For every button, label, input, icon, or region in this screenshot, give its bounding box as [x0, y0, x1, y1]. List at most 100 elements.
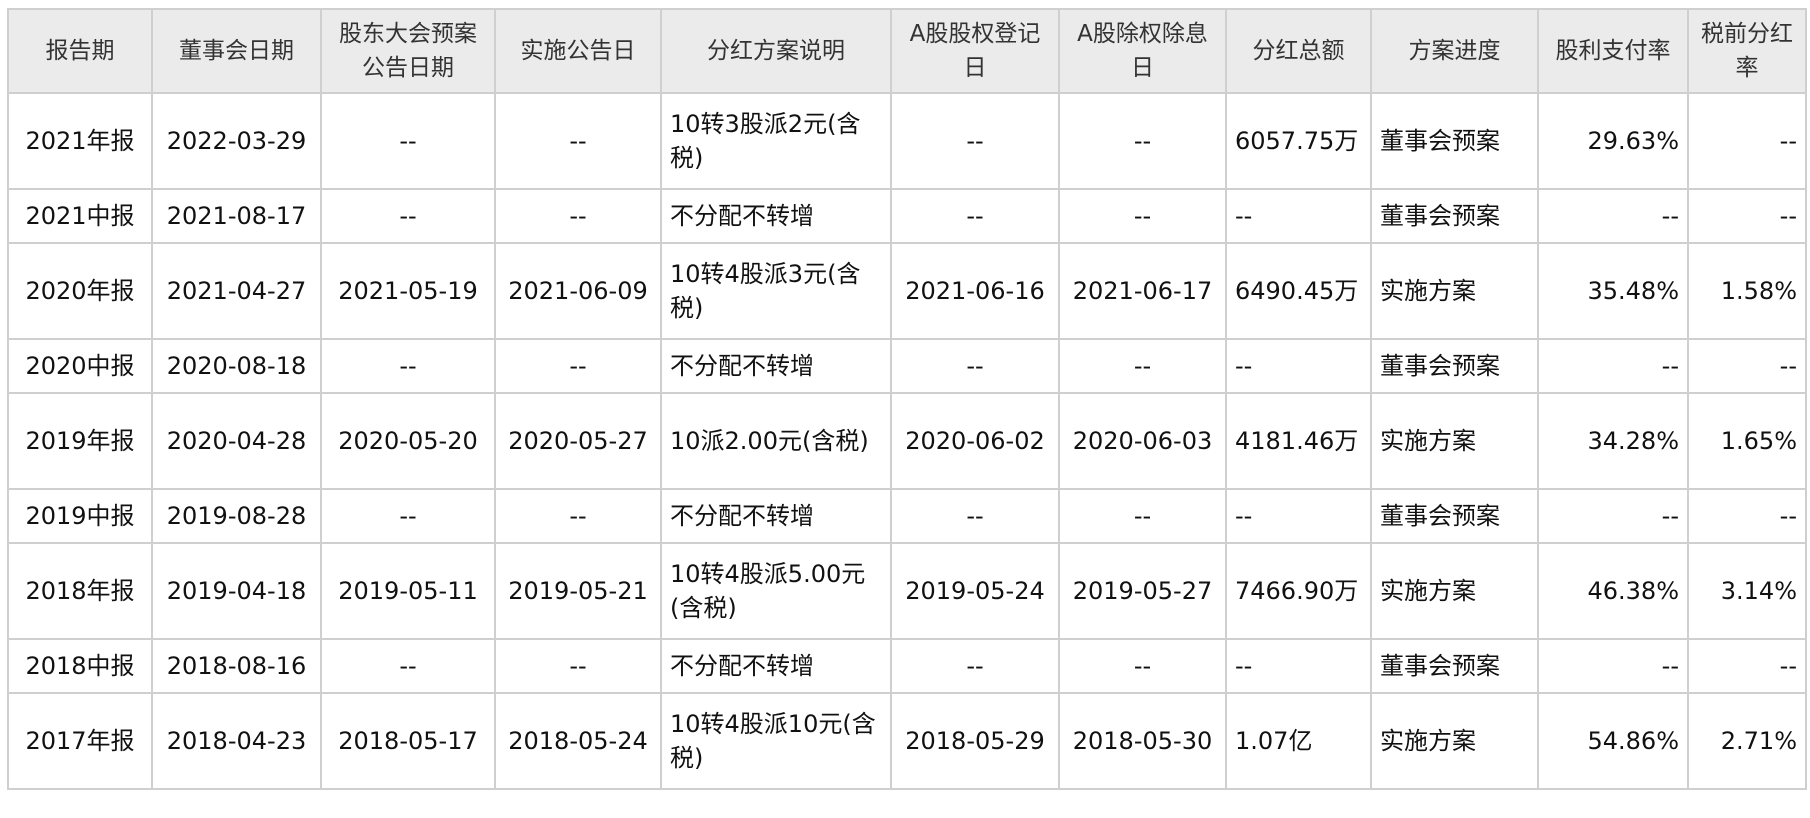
- table-row: 2020年报 2021-04-27 2021-05-19 2021-06-09 10转4…: [7, 242, 1807, 340]
- cell-total-dividend: 6057.75万: [1225, 92, 1372, 190]
- cell-pretax-yield: --: [1687, 188, 1807, 244]
- table-row: 2019中报 2019-08-28 -- -- 不分配不转增 -- -- -- 董事会预案 -- -…: [7, 488, 1807, 544]
- cell-plan-progress: 实施方案: [1370, 242, 1539, 340]
- cell-payout-ratio: 54.86%: [1537, 692, 1689, 790]
- cell-total-dividend: --: [1225, 638, 1372, 694]
- cell-shareholder-meeting-date: 2020-05-20: [320, 392, 496, 490]
- cell-implementation-date: --: [494, 92, 662, 190]
- cell-board-date: 2020-04-28: [151, 392, 322, 490]
- header-report-period: 报告期: [7, 8, 153, 94]
- cell-plan-progress: 董事会预案: [1370, 338, 1539, 394]
- header-shareholder-meeting-date: 股东大会预案公告日期: [320, 8, 496, 94]
- cell-total-dividend: 7466.90万: [1225, 542, 1372, 640]
- cell-implementation-date: --: [494, 188, 662, 244]
- cell-ex-dividend-date: --: [1058, 638, 1227, 694]
- cell-implementation-date: 2021-06-09: [494, 242, 662, 340]
- table-row: 2019年报 2020-04-28 2020-05-20 2020-05-27 10派2…: [7, 392, 1807, 490]
- cell-dividend-plan: 不分配不转增: [660, 638, 892, 694]
- cell-total-dividend: 4181.46万: [1225, 392, 1372, 490]
- cell-implementation-date: 2020-05-27: [494, 392, 662, 490]
- cell-board-date: 2018-04-23: [151, 692, 322, 790]
- cell-record-date: --: [890, 92, 1060, 190]
- cell-board-date: 2018-08-16: [151, 638, 322, 694]
- header-board-date: 董事会日期: [151, 8, 322, 94]
- cell-board-date: 2021-04-27: [151, 242, 322, 340]
- header-pretax-yield: 税前分红率: [1687, 8, 1807, 94]
- cell-shareholder-meeting-date: --: [320, 188, 496, 244]
- cell-implementation-date: --: [494, 488, 662, 544]
- cell-record-date: --: [890, 638, 1060, 694]
- cell-record-date: --: [890, 488, 1060, 544]
- cell-total-dividend: --: [1225, 488, 1372, 544]
- table-row: 2018中报 2018-08-16 -- -- 不分配不转增 -- -- -- 董事会预案 -- -…: [7, 638, 1807, 694]
- cell-pretax-yield: --: [1687, 488, 1807, 544]
- header-dividend-plan: 分红方案说明: [660, 8, 892, 94]
- header-ex-dividend-date: A股除权除息日: [1058, 8, 1227, 94]
- cell-report-period: 2020年报: [7, 242, 153, 340]
- cell-pretax-yield: --: [1687, 638, 1807, 694]
- cell-dividend-plan: 10转4股派10元(含税): [660, 692, 892, 790]
- cell-shareholder-meeting-date: --: [320, 638, 496, 694]
- cell-payout-ratio: --: [1537, 338, 1689, 394]
- cell-report-period: 2021年报: [7, 92, 153, 190]
- cell-report-period: 2019中报: [7, 488, 153, 544]
- cell-record-date: --: [890, 188, 1060, 244]
- cell-record-date: 2020-06-02: [890, 392, 1060, 490]
- cell-payout-ratio: 46.38%: [1537, 542, 1689, 640]
- cell-plan-progress: 实施方案: [1370, 392, 1539, 490]
- table-row: 2021中报 2021-08-17 -- -- 不分配不转增 -- -- -- 董事会预案 -- -…: [7, 188, 1807, 244]
- cell-shareholder-meeting-date: --: [320, 92, 496, 190]
- cell-total-dividend: 1.07亿: [1225, 692, 1372, 790]
- cell-record-date: --: [890, 338, 1060, 394]
- cell-total-dividend: --: [1225, 338, 1372, 394]
- cell-payout-ratio: --: [1537, 638, 1689, 694]
- cell-ex-dividend-date: 2019-05-27: [1058, 542, 1227, 640]
- cell-pretax-yield: --: [1687, 92, 1807, 190]
- cell-record-date: 2019-05-24: [890, 542, 1060, 640]
- cell-shareholder-meeting-date: --: [320, 338, 496, 394]
- cell-payout-ratio: 34.28%: [1537, 392, 1689, 490]
- table-row: 2018年报 2019-04-18 2019-05-11 2019-05-21 10转4…: [7, 542, 1807, 640]
- cell-ex-dividend-date: 2021-06-17: [1058, 242, 1227, 340]
- table-row: 2020中报 2020-08-18 -- -- 不分配不转增 -- -- -- 董事会预案 -- -…: [7, 338, 1807, 394]
- cell-report-period: 2018年报: [7, 542, 153, 640]
- cell-report-period: 2021中报: [7, 188, 153, 244]
- cell-payout-ratio: 29.63%: [1537, 92, 1689, 190]
- cell-pretax-yield: 3.14%: [1687, 542, 1807, 640]
- table-header-row: 报告期 董事会日期 股东大会预案公告日期 实施公告日 分红方案说明 A股股权登记日 A股除权…: [7, 8, 1807, 94]
- cell-dividend-plan: 10转4股派5.00元(含税): [660, 542, 892, 640]
- cell-ex-dividend-date: --: [1058, 188, 1227, 244]
- cell-ex-dividend-date: 2018-05-30: [1058, 692, 1227, 790]
- cell-record-date: 2021-06-16: [890, 242, 1060, 340]
- cell-dividend-plan: 不分配不转增: [660, 488, 892, 544]
- header-record-date: A股股权登记日: [890, 8, 1060, 94]
- cell-implementation-date: --: [494, 338, 662, 394]
- cell-dividend-plan: 不分配不转增: [660, 188, 892, 244]
- cell-plan-progress: 实施方案: [1370, 692, 1539, 790]
- header-plan-progress: 方案进度: [1370, 8, 1539, 94]
- cell-shareholder-meeting-date: 2018-05-17: [320, 692, 496, 790]
- cell-ex-dividend-date: --: [1058, 92, 1227, 190]
- cell-pretax-yield: 2.71%: [1687, 692, 1807, 790]
- cell-payout-ratio: 35.48%: [1537, 242, 1689, 340]
- cell-shareholder-meeting-date: 2021-05-19: [320, 242, 496, 340]
- cell-dividend-plan: 不分配不转增: [660, 338, 892, 394]
- cell-plan-progress: 董事会预案: [1370, 92, 1539, 190]
- cell-report-period: 2020中报: [7, 338, 153, 394]
- cell-plan-progress: 董事会预案: [1370, 638, 1539, 694]
- table-row: 2021年报 2022-03-29 -- -- 10转3股派2元(含税) -- -- 6057…: [7, 92, 1807, 190]
- cell-report-period: 2018中报: [7, 638, 153, 694]
- cell-implementation-date: 2019-05-21: [494, 542, 662, 640]
- cell-board-date: 2022-03-29: [151, 92, 322, 190]
- cell-total-dividend: 6490.45万: [1225, 242, 1372, 340]
- cell-board-date: 2019-04-18: [151, 542, 322, 640]
- table-row: 2017年报 2018-04-23 2018-05-17 2018-05-24 10转4…: [7, 692, 1807, 790]
- cell-payout-ratio: --: [1537, 188, 1689, 244]
- cell-dividend-plan: 10转4股派3元(含税): [660, 242, 892, 340]
- cell-shareholder-meeting-date: 2019-05-11: [320, 542, 496, 640]
- cell-plan-progress: 董事会预案: [1370, 488, 1539, 544]
- cell-board-date: 2020-08-18: [151, 338, 322, 394]
- dividend-table: 报告期 董事会日期 股东大会预案公告日期 实施公告日 分红方案说明 A股股权登记日 A股除权…: [7, 8, 1807, 790]
- cell-implementation-date: --: [494, 638, 662, 694]
- cell-board-date: 2021-08-17: [151, 188, 322, 244]
